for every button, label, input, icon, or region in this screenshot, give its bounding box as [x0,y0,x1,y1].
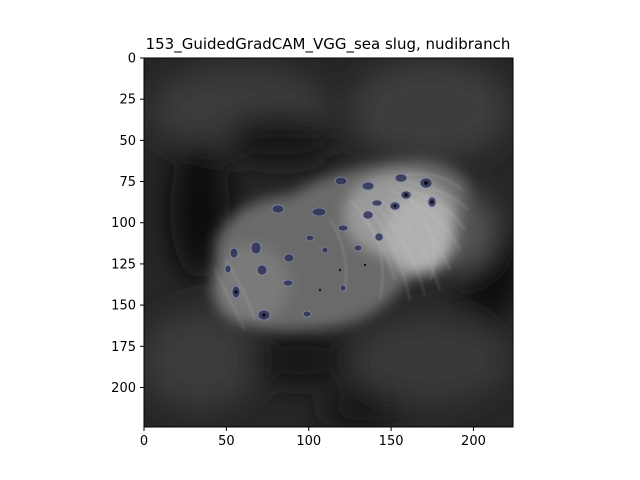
y-tick-label: 100 [111,216,136,231]
y-tick-label: 50 [119,134,136,149]
y-tick-label: 200 [111,381,136,396]
chart-title: 153_GuidedGradCAM_VGG_sea slug, nudibran… [146,35,511,54]
x-tick-label: 200 [461,434,486,449]
heatmap-image [144,58,513,427]
x-axis: 0 50 100 150 200 [140,427,486,449]
y-tick-label: 175 [111,340,136,355]
y-axis: 0 25 50 75 100 125 150 175 200 [111,52,144,396]
x-tick-label: 0 [140,434,148,449]
plot-frame [143,57,514,428]
y-tick-label: 0 [128,52,136,67]
y-tick-label: 25 [119,93,136,108]
x-tick-label: 100 [296,434,321,449]
y-tick-label: 75 [119,175,136,190]
x-tick-label: 150 [379,434,404,449]
x-tick-label: 50 [218,434,235,449]
y-tick-label: 150 [111,299,136,314]
y-tick-label: 125 [111,257,136,272]
